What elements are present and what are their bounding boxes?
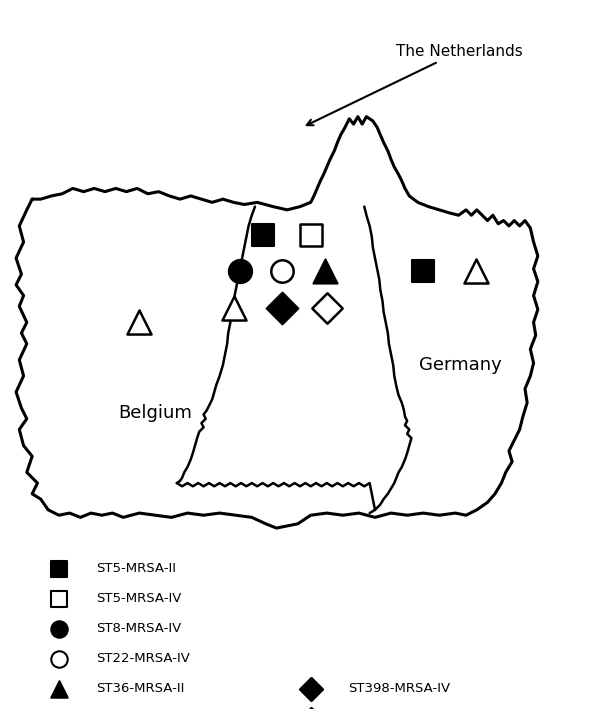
Point — [54, 683, 64, 694]
Point — [258, 229, 268, 240]
Point — [277, 265, 287, 277]
Text: Belgium: Belgium — [118, 404, 192, 423]
Point — [277, 303, 287, 314]
Point — [306, 229, 316, 240]
Text: ST5-MRSA-IV: ST5-MRSA-IV — [97, 592, 182, 605]
Point — [54, 623, 64, 635]
Point — [322, 303, 332, 314]
Point — [54, 653, 64, 664]
Text: ST8-MRSA-IV: ST8-MRSA-IV — [97, 623, 182, 635]
Point — [134, 317, 144, 328]
Point — [418, 265, 428, 277]
Text: The Netherlands: The Netherlands — [307, 44, 523, 125]
Text: ST36-MRSA-II: ST36-MRSA-II — [97, 682, 185, 696]
Point — [229, 303, 238, 314]
Point — [471, 265, 481, 277]
Point — [235, 265, 245, 277]
Point — [54, 563, 64, 574]
Text: Germany: Germany — [419, 356, 502, 374]
Point — [54, 593, 64, 605]
Point — [320, 265, 329, 277]
Text: ST22-MRSA-IV: ST22-MRSA-IV — [97, 652, 190, 665]
Point — [306, 683, 316, 694]
Text: ST398-MRSA-IV: ST398-MRSA-IV — [348, 682, 451, 696]
Text: ST5-MRSA-II: ST5-MRSA-II — [97, 562, 176, 575]
